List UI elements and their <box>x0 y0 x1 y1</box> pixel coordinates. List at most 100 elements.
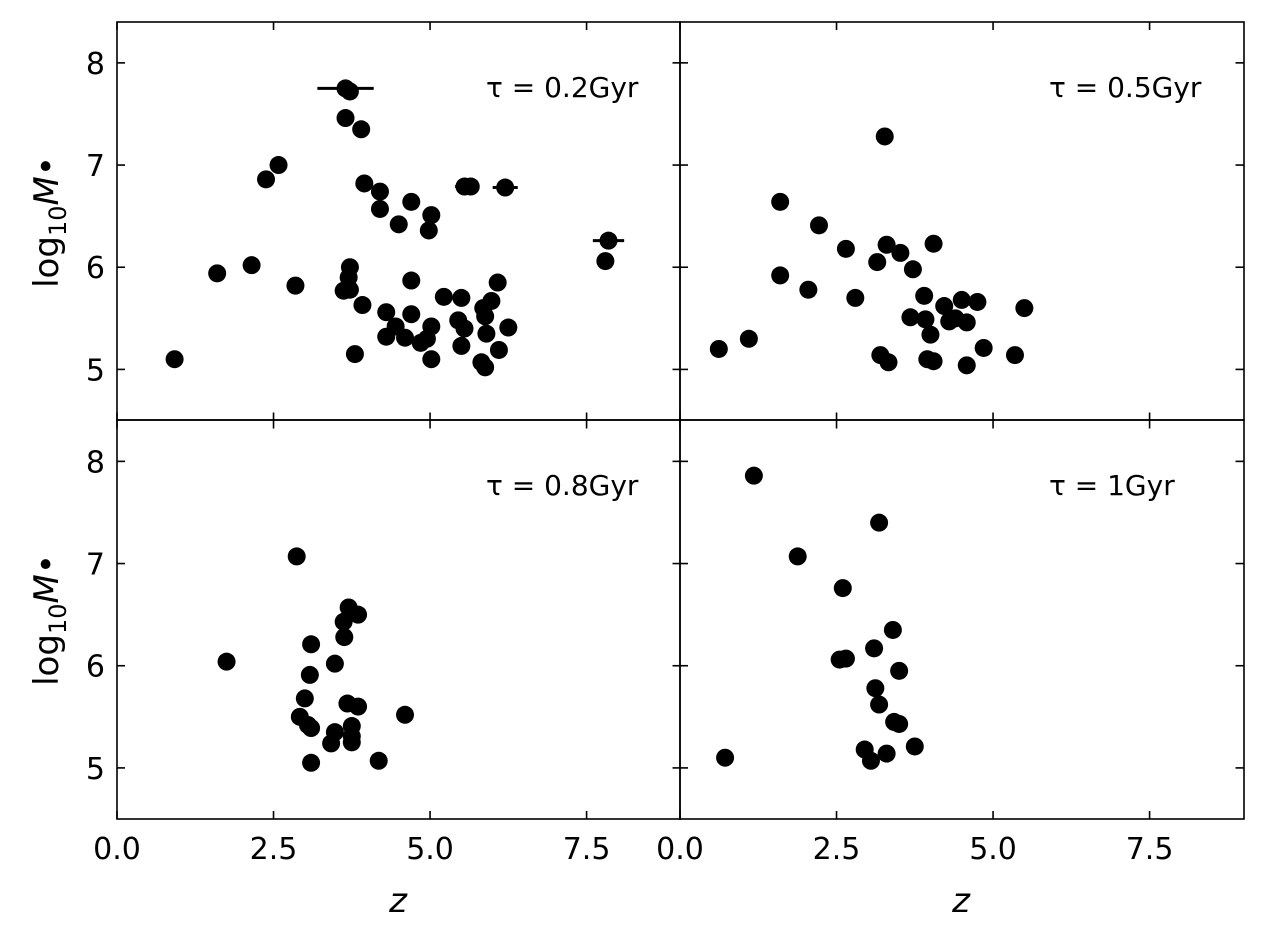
y-tick-labels-bottom: 5 6 7 8 <box>86 445 105 787</box>
data-point <box>836 239 855 258</box>
data-point <box>302 753 321 772</box>
data-point <box>396 328 415 347</box>
data-point <box>870 695 889 714</box>
data-point <box>208 264 227 283</box>
data-point <box>489 340 508 359</box>
data-point <box>242 256 261 275</box>
data-point <box>799 280 818 299</box>
data-point <box>901 308 920 327</box>
panel-bottom-right: τ = 1Gyr <box>679 419 1245 820</box>
data-point <box>300 665 319 684</box>
data-point <box>957 356 976 375</box>
data-point <box>890 714 909 733</box>
data-point <box>709 339 728 358</box>
data-point <box>389 215 408 234</box>
data-point <box>1015 299 1034 318</box>
data-point <box>499 318 518 337</box>
data-point <box>891 243 910 262</box>
x-tick-label: 0.0 <box>656 832 704 867</box>
x-tick-labels-right: 0.0 2.5 5.0 7.5 <box>656 832 1173 867</box>
data-point <box>334 612 353 631</box>
data-point <box>325 654 344 673</box>
panel-label: τ = 1Gyr <box>1049 469 1175 502</box>
data-point <box>924 234 943 253</box>
data-point <box>349 697 368 716</box>
data-point <box>335 628 354 647</box>
data-point <box>287 547 306 566</box>
data-point <box>890 661 909 680</box>
x-tick-label: 0.0 <box>93 832 141 867</box>
x-tick-label: 5.0 <box>406 832 454 867</box>
panel-points <box>217 547 415 772</box>
data-point <box>716 748 735 767</box>
x-tick-labels-left: 0.0 2.5 5.0 7.5 <box>93 832 610 867</box>
data-point <box>257 170 276 189</box>
data-point <box>353 296 372 315</box>
data-point <box>336 109 355 128</box>
data-point <box>865 639 884 658</box>
data-point <box>165 350 184 369</box>
x-axis-label-right: z <box>951 881 971 921</box>
data-point <box>286 276 305 295</box>
data-point <box>355 174 374 193</box>
data-point <box>434 287 453 306</box>
data-point <box>788 547 807 566</box>
y-tick-label: 5 <box>86 752 105 787</box>
data-point <box>739 329 758 348</box>
x-tick-label: 7.5 <box>1126 832 1174 867</box>
data-point <box>340 280 359 299</box>
data-point <box>302 635 321 654</box>
x-tick-label: 7.5 <box>563 832 611 867</box>
y-tick-label: 6 <box>86 650 105 685</box>
data-point <box>419 221 438 240</box>
x-axis-label-left: z <box>388 881 408 921</box>
data-point <box>866 679 885 698</box>
data-point <box>916 310 935 329</box>
data-point <box>295 689 314 708</box>
data-point <box>771 192 790 211</box>
data-point <box>377 303 396 322</box>
data-point <box>771 266 790 285</box>
x-tick-label: 2.5 <box>250 832 298 867</box>
panel-points <box>165 79 625 377</box>
data-point <box>452 336 471 355</box>
panel-label: τ = 0.5Gyr <box>1049 71 1202 104</box>
data-point <box>496 178 515 197</box>
y-tick-labels-top: 5 6 7 8 <box>86 47 105 389</box>
data-point <box>974 338 993 357</box>
data-point <box>1005 346 1024 365</box>
data-point <box>345 345 364 364</box>
data-point <box>836 649 855 668</box>
data-point <box>269 156 288 175</box>
data-point <box>915 286 934 305</box>
panel-label: τ = 0.8Gyr <box>486 469 639 502</box>
x-tick-label: 2.5 <box>813 832 861 867</box>
panel-ticks <box>116 22 681 421</box>
data-point <box>868 253 887 272</box>
data-point <box>861 751 880 770</box>
data-point <box>402 271 421 290</box>
data-point <box>422 350 441 369</box>
y-tick-label: 8 <box>86 47 105 82</box>
panel-label: τ = 0.2Gyr <box>486 71 639 104</box>
data-point <box>846 288 865 307</box>
data-point <box>744 466 763 485</box>
data-point <box>340 82 359 101</box>
panel-bottom-left: τ = 0.8Gyr <box>116 419 681 820</box>
data-point <box>370 182 389 201</box>
data-point <box>833 579 852 598</box>
data-point <box>921 325 940 344</box>
y-axis-label-top: log10M• <box>27 156 72 288</box>
data-point <box>596 252 615 271</box>
data-point <box>476 307 495 326</box>
data-point <box>369 751 388 770</box>
data-point <box>903 260 922 279</box>
data-point <box>952 290 971 309</box>
data-point <box>476 358 495 377</box>
y-tick-label: 8 <box>86 445 105 480</box>
data-point <box>877 744 896 763</box>
data-point <box>599 231 618 250</box>
data-point <box>924 352 943 371</box>
y-tick-label: 6 <box>86 251 105 286</box>
